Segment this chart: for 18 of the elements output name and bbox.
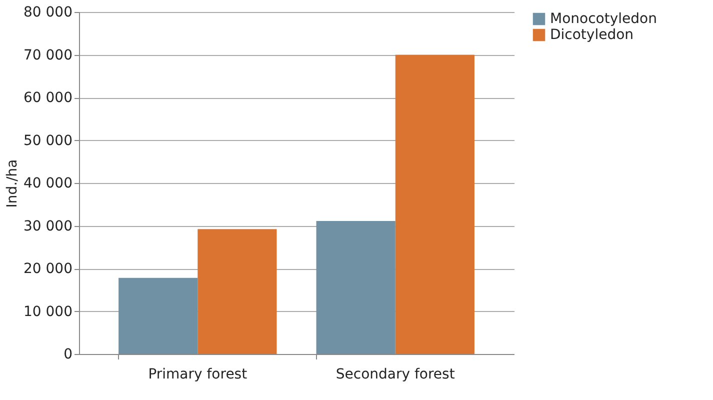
y-tick-label: 80 000 <box>24 4 72 20</box>
bar <box>395 54 474 354</box>
y-tick-label: 60 000 <box>24 90 72 106</box>
y-tick-label: 10 000 <box>24 304 72 320</box>
legend-label: Dicotyledon <box>550 27 634 43</box>
x-tick-label: Primary forest <box>148 366 248 382</box>
y-tick-label: 0 <box>64 346 72 362</box>
bar <box>118 278 198 354</box>
y-tick-label: 50 000 <box>24 132 72 149</box>
y-axis-title: Ind./ha <box>4 159 21 208</box>
legend-label: Monocotyledon <box>550 11 657 27</box>
y-tick-label: 70 000 <box>24 47 72 64</box>
bar <box>316 221 396 354</box>
y-tick-label: 40 000 <box>24 176 72 192</box>
x-tick-label: Secondary forest <box>336 366 456 382</box>
y-tick-label: 20 000 <box>24 261 72 277</box>
y-tick-label: 30 000 <box>24 218 72 234</box>
bar <box>198 229 277 354</box>
